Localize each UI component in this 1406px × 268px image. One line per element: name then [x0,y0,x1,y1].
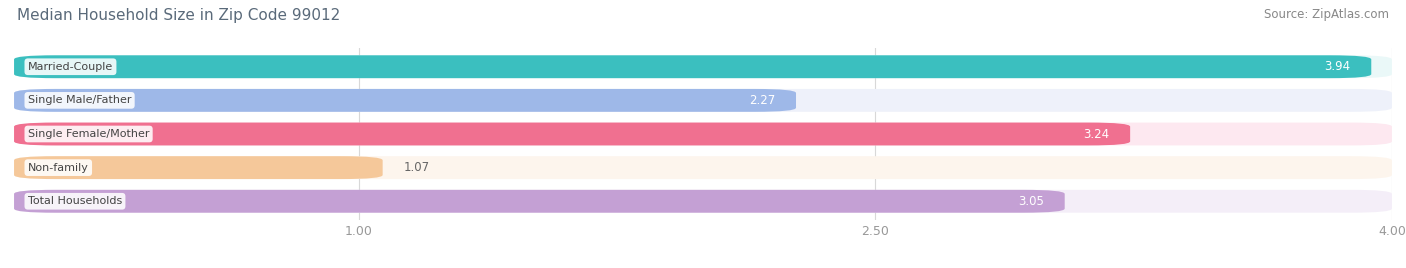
Text: Median Household Size in Zip Code 99012: Median Household Size in Zip Code 99012 [17,8,340,23]
Text: 3.05: 3.05 [1018,195,1045,208]
FancyBboxPatch shape [14,89,1392,112]
FancyBboxPatch shape [14,55,1371,78]
FancyBboxPatch shape [14,190,1392,213]
Text: 2.27: 2.27 [749,94,775,107]
Text: 3.94: 3.94 [1324,60,1351,73]
FancyBboxPatch shape [14,156,382,179]
Text: Married-Couple: Married-Couple [28,62,112,72]
Text: 3.24: 3.24 [1084,128,1109,140]
FancyBboxPatch shape [14,89,796,112]
FancyBboxPatch shape [14,122,1392,146]
FancyBboxPatch shape [14,190,1064,213]
Text: Non-family: Non-family [28,163,89,173]
Text: Single Female/Mother: Single Female/Mother [28,129,149,139]
FancyBboxPatch shape [14,55,1392,78]
FancyBboxPatch shape [14,122,1130,146]
Text: Source: ZipAtlas.com: Source: ZipAtlas.com [1264,8,1389,21]
Text: 1.07: 1.07 [404,161,429,174]
Text: Total Households: Total Households [28,196,122,206]
Text: Single Male/Father: Single Male/Father [28,95,131,105]
FancyBboxPatch shape [14,156,1392,179]
